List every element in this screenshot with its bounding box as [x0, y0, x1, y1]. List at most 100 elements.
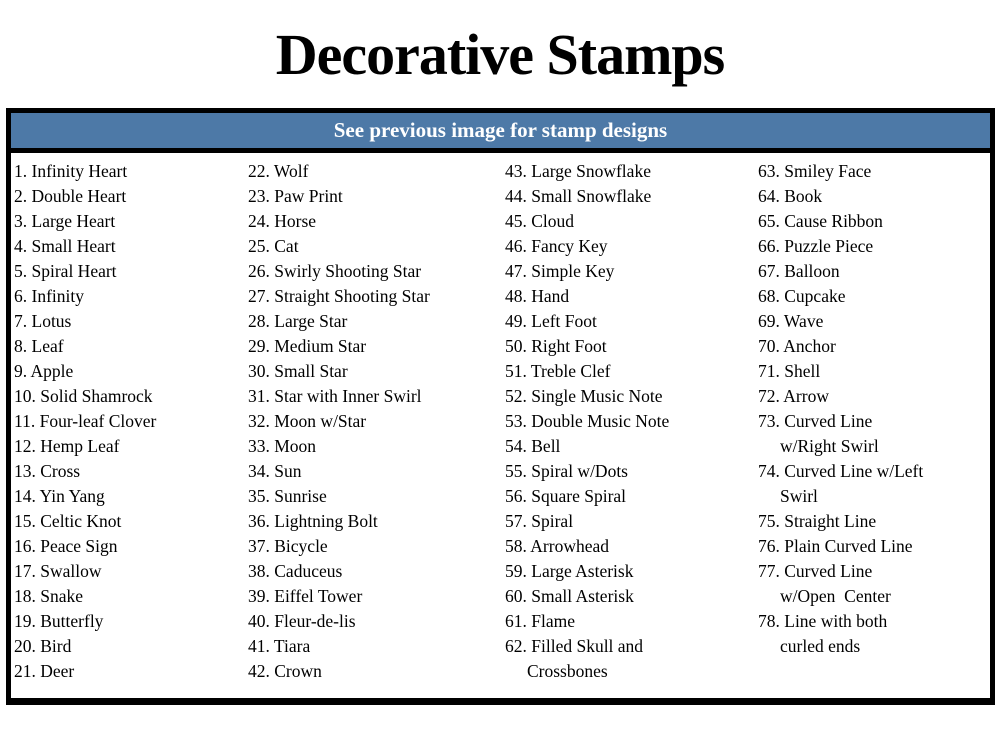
list-item-text: 55. Spiral w/Dots [505, 461, 628, 481]
list-item: 20. Bird [14, 634, 248, 659]
list-item: 4. Small Heart [14, 234, 248, 259]
list-item-text: 24. Horse [248, 211, 317, 231]
list-item: 11. Four-leaf Clover [14, 409, 248, 434]
list-item-text: 38. Caduceus [248, 561, 343, 581]
list-item: 28. Large Star [248, 309, 505, 334]
list-item-text: 23. Paw Print [248, 186, 343, 206]
list-item: 63. Smiley Face [758, 159, 990, 184]
list-item-text: 68. Cupcake [758, 286, 846, 306]
list-item-text: 25. Cat [248, 236, 299, 256]
list-item: 43. Large Snowflake [505, 159, 758, 184]
list-item: 40. Fleur-de-lis [248, 609, 505, 634]
list-item: 19. Butterfly [14, 609, 248, 634]
list-item-text: 12. Hemp Leaf [14, 436, 120, 456]
list-item-continuation: w/Open Center [780, 586, 891, 606]
list-item: 59. Large Asterisk [505, 559, 758, 584]
list-item: 31. Star with Inner Swirl [248, 384, 505, 409]
banner: See previous image for stamp designs [11, 113, 990, 153]
list-item: 64. Book [758, 184, 990, 209]
list-item: 13. Cross [14, 459, 248, 484]
list-item: 48. Hand [505, 284, 758, 309]
list-item: 60. Small Asterisk [505, 584, 758, 609]
list-item: 33. Moon [248, 434, 505, 459]
list-item: 71. Shell [758, 359, 990, 384]
list-item-text: 36. Lightning Bolt [248, 511, 378, 531]
list-item: 39. Eiffel Tower [248, 584, 505, 609]
list-item: 42. Crown [248, 659, 505, 684]
list-item-text: 5. Spiral Heart [14, 261, 117, 281]
list-item-text: 40. Fleur-de-lis [248, 611, 356, 631]
list-item: 41. Tiara [248, 634, 505, 659]
list-item-text: 70. Anchor [758, 336, 836, 356]
list-item-text: 59. Large Asterisk [505, 561, 634, 581]
list-item: 7. Lotus [14, 309, 248, 334]
list-item-text: 37. Bicycle [248, 536, 328, 556]
list-item: 26. Swirly Shooting Star [248, 259, 505, 284]
list-item: 22. Wolf [248, 159, 505, 184]
stamp-column: 63. Smiley Face 64. Book 65. Cause Ribbon 6… [758, 159, 990, 684]
list-item-text: 34. Sun [248, 461, 302, 481]
list-item: 54. Bell [505, 434, 758, 459]
list-item: 78. Line with both curled ends [758, 609, 990, 659]
list-item: 38. Caduceus [248, 559, 505, 584]
list-item-text: 48. Hand [505, 286, 570, 306]
list-item: 5. Spiral Heart [14, 259, 248, 284]
list-item-text: 11. Four-leaf Clover [14, 411, 157, 431]
stamp-column: 22. Wolf 23. Paw Print 24. Horse 25. Cat 26.… [248, 159, 505, 684]
list-item: 77. Curved Line w/Open Center [758, 559, 990, 609]
list-item: 29. Medium Star [248, 334, 505, 359]
list-item: 27. Straight Shooting Star [248, 284, 505, 309]
stamp-list: 1. Infinity Heart 2. Double Heart 3. Large… [11, 153, 990, 684]
list-item: 74. Curved Line w/Left Swirl [758, 459, 990, 509]
list-item: 53. Double Music Note [505, 409, 758, 434]
list-item-text: 73. Curved Line [758, 411, 873, 431]
list-item: 3. Large Heart [14, 209, 248, 234]
list-item-text: 47. Simple Key [505, 261, 615, 281]
list-item: 25. Cat [248, 234, 505, 259]
list-item: 62. Filled Skull and Crossbones [505, 634, 758, 684]
stamp-column: 43. Large Snowflake 44. Small Snowflake 45… [505, 159, 758, 684]
list-item: 8. Leaf [14, 334, 248, 359]
list-item: 76. Plain Curved Line [758, 534, 990, 559]
list-item-text: 57. Spiral [505, 511, 574, 531]
list-item: 14. Yin Yang [14, 484, 248, 509]
list-item-continuation: Crossbones [527, 661, 608, 681]
stamp-column: 1. Infinity Heart 2. Double Heart 3. Large… [14, 159, 248, 684]
list-item: 49. Left Foot [505, 309, 758, 334]
list-item-text: 29. Medium Star [248, 336, 367, 356]
list-item-text: 39. Eiffel Tower [248, 586, 363, 606]
list-item-text: 67. Balloon [758, 261, 840, 281]
list-item: 44. Small Snowflake [505, 184, 758, 209]
list-item: 18. Snake [14, 584, 248, 609]
list-item-text: 1. Infinity Heart [14, 161, 128, 181]
list-item: 46. Fancy Key [505, 234, 758, 259]
list-item: 50. Right Foot [505, 334, 758, 359]
list-item-text: 49. Left Foot [505, 311, 597, 331]
banner-text: See previous image for stamp designs [333, 118, 668, 142]
list-item-text: 2. Double Heart [14, 186, 127, 206]
list-item: 56. Square Spiral [505, 484, 758, 509]
list-item-text: 31. Star with Inner Swirl [248, 386, 422, 406]
list-item: 57. Spiral [505, 509, 758, 534]
list-item: 30. Small Star [248, 359, 505, 384]
list-item-text: 46. Fancy Key [505, 236, 608, 256]
list-item-text: 8. Leaf [14, 336, 64, 356]
list-item: 69. Wave [758, 309, 990, 334]
list-item: 16. Peace Sign [14, 534, 248, 559]
list-item-text: 27. Straight Shooting Star [248, 286, 430, 306]
list-item: 35. Sunrise [248, 484, 505, 509]
list-item-text: 30. Small Star [248, 361, 348, 381]
list-item: 36. Lightning Bolt [248, 509, 505, 534]
list-item-text: 32. Moon w/Star [248, 411, 367, 431]
list-item-text: 3. Large Heart [14, 211, 116, 231]
list-item: 23. Paw Print [248, 184, 505, 209]
list-item-text: 65. Cause Ribbon [758, 211, 883, 231]
stamp-table: See previous image for stamp designs 1. … [6, 108, 995, 705]
list-item-text: 4. Small Heart [14, 236, 116, 256]
list-item-text: 50. Right Foot [505, 336, 607, 356]
list-item-text: 19. Butterfly [14, 611, 104, 631]
list-item-text: 69. Wave [758, 311, 824, 331]
list-item: 51. Treble Clef [505, 359, 758, 384]
list-item-text: 61. Flame [505, 611, 575, 631]
